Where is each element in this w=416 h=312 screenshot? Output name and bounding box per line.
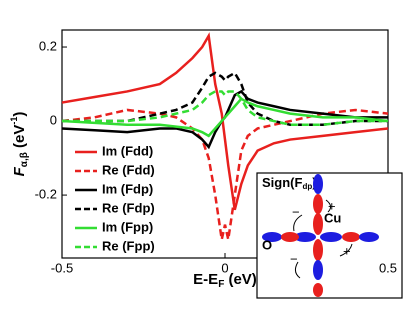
y-tick-label: 0.2 bbox=[39, 38, 57, 53]
y-label-main: F bbox=[11, 166, 28, 176]
legend: Im (Fdd) Re (Fdd) Im (Fdp) Re (Fdp) Im (Fpp)… bbox=[75, 143, 155, 253]
series-line bbox=[62, 71, 388, 126]
orbital-lobe bbox=[359, 232, 379, 242]
y-label-sup: -1 bbox=[9, 117, 19, 125]
x-label-sub: F bbox=[218, 279, 224, 290]
x-label-main: E-E bbox=[193, 271, 218, 288]
orbital-lobe bbox=[313, 194, 323, 214]
legend-label: Im (Fpp) bbox=[102, 219, 153, 234]
sign-label: + bbox=[328, 198, 336, 213]
y-label-end: ) bbox=[11, 112, 28, 117]
inset-title-main: Sign(F bbox=[262, 175, 302, 190]
orbital-lobe bbox=[281, 232, 299, 242]
x-tick-label: 0 bbox=[221, 260, 228, 275]
x-axis-label: E-EF (eV) bbox=[193, 271, 257, 290]
x-tick-label: -0.5 bbox=[51, 260, 73, 275]
x-tick-label: 0.5 bbox=[379, 260, 397, 275]
legend-label: Re (Fdp) bbox=[102, 200, 155, 215]
orbital-lobe bbox=[313, 260, 323, 280]
series-line bbox=[62, 90, 388, 126]
y-label-unit: (eV bbox=[11, 125, 28, 153]
orbital-lobe bbox=[342, 232, 360, 242]
orbital-lobe bbox=[313, 174, 323, 194]
orbital-lobe bbox=[313, 283, 323, 297]
legend-label: Im (Fdd) bbox=[102, 143, 153, 158]
legend-label: Re (Fpp) bbox=[102, 238, 155, 253]
x-label-unit: (eV) bbox=[224, 271, 257, 288]
orbital-lobe bbox=[262, 232, 282, 242]
y-axis-label: Fα,β (eV-1) bbox=[9, 112, 29, 177]
sign-label: − bbox=[290, 251, 298, 266]
y-label-sub: α,β bbox=[19, 152, 30, 167]
legend-label: Im (Fdp) bbox=[102, 181, 153, 196]
arrow bbox=[293, 199, 353, 279]
orbital-lobe bbox=[294, 232, 316, 242]
inset-title-sub: dp bbox=[302, 182, 312, 191]
cu-label: Cu bbox=[324, 210, 341, 225]
o-label: O bbox=[262, 237, 272, 252]
sign-label: + bbox=[343, 243, 351, 258]
orbital-lobe bbox=[313, 239, 323, 261]
legend-label: Re (Fdd) bbox=[102, 162, 155, 177]
series-line bbox=[61, 32, 389, 211]
y-tick-label: -0.2 bbox=[35, 187, 57, 202]
series-line bbox=[61, 97, 389, 138]
inset: Sign(Fdp) Cu O + − + − bbox=[256, 172, 403, 299]
y-tick-label: 0 bbox=[50, 112, 57, 127]
orbital-lobe bbox=[313, 213, 323, 235]
sign-label: − bbox=[292, 204, 300, 219]
orbital-lobe bbox=[320, 232, 342, 242]
plot-area bbox=[61, 32, 389, 258]
